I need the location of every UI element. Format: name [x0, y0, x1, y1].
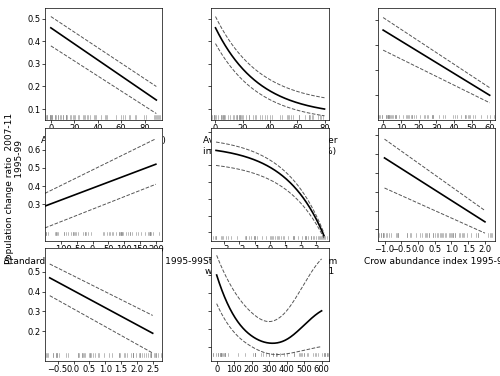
X-axis label: Standardised total summer rainfall 1995-99: Standardised total summer rainfall 1995-… — [4, 256, 203, 265]
X-axis label: Crow abundance index 1995-99: Crow abundance index 1995-99 — [364, 256, 500, 265]
X-axis label: Soil organic carbon (%): Soil organic carbon (%) — [384, 136, 490, 145]
X-axis label: Arable land cover / km² (%): Arable land cover / km² (%) — [41, 136, 166, 145]
Text: Population change ratio  2007-11
                              1995-99: Population change ratio 2007-11 1995-99 — [5, 112, 24, 264]
X-axis label: Standardised mean minimum
winter temperature 2007-11: Standardised mean minimum winter tempera… — [203, 256, 337, 276]
X-axis label: Average woodland land cover
in surrounding landscape (%): Average woodland land cover in surroundi… — [203, 136, 337, 156]
